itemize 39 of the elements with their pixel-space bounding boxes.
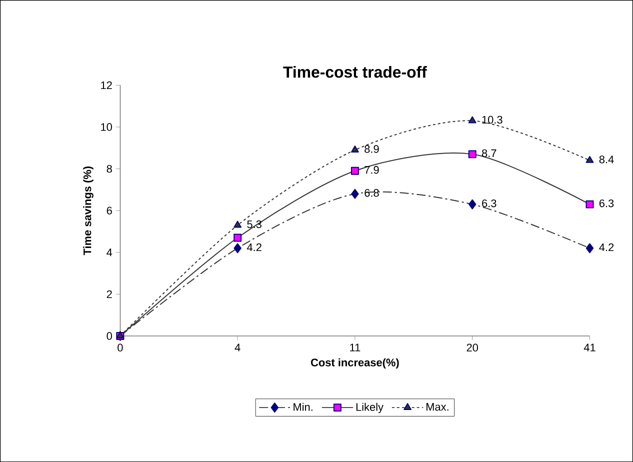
point (351, 145, 359, 152)
y-tick-label: 10 (101, 123, 112, 131)
x-tick-label: 20 (466, 344, 478, 352)
data-label: 4.2 (246, 243, 262, 251)
point (468, 116, 476, 124)
point (234, 243, 242, 254)
y-axis-title: Time savings (%) (83, 166, 94, 256)
x-tick-label: 4 (234, 344, 240, 352)
y-tick-label: 12 (101, 81, 112, 89)
legend-label: Likely (356, 402, 384, 413)
y-tick-label: 6 (106, 206, 112, 214)
data-label: 4.2 (599, 243, 614, 251)
point (234, 234, 242, 242)
x-tick-label: 0 (118, 344, 123, 352)
point (468, 150, 476, 158)
point (350, 166, 359, 175)
data-label: 6.3 (599, 199, 614, 208)
point (351, 188, 359, 199)
legend-label: Min. (294, 402, 312, 411)
y-tick-label: 8 (106, 164, 112, 173)
x-tick-label: 41 (584, 344, 596, 352)
point (234, 220, 242, 228)
y-tick-label: 0 (106, 332, 112, 340)
point (586, 200, 594, 208)
x-axis-title: Cost increase(%) (311, 358, 399, 368)
y-tick-label: 2 (106, 290, 112, 298)
point (586, 156, 594, 163)
data-label: 8.7 (482, 149, 496, 157)
y-tick-label: 4 (106, 248, 112, 256)
data-label: 8.4 (599, 156, 614, 164)
point (468, 199, 476, 210)
data-label: 8.9 (364, 145, 379, 153)
point (586, 243, 594, 254)
chart-title: Time-cost trade-off (283, 66, 427, 78)
data-label: 6.3 (482, 199, 496, 208)
data-label: 10.3 (482, 116, 502, 124)
legend-label: Max. (426, 402, 448, 411)
x-tick-label: 11 (350, 344, 360, 352)
data-label: 7.9 (364, 166, 379, 174)
